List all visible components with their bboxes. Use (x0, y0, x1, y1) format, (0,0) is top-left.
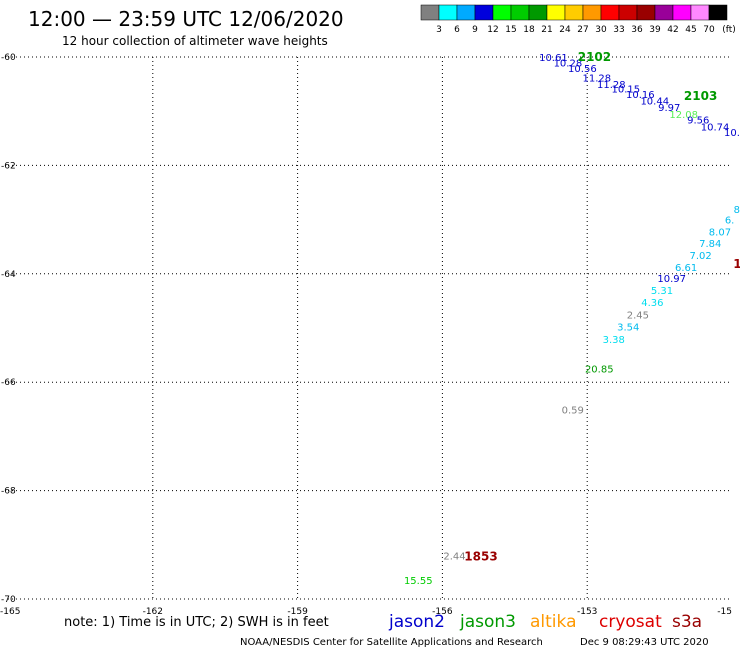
y-tick-label: -68 (1, 487, 16, 497)
footer-note: note: 1) Time is in UTC; 2) SWH is in fe… (64, 615, 329, 630)
swh-point-label: 11.28 (597, 80, 626, 91)
color-scale-label: 27 (577, 25, 588, 35)
swh-point-label: 6.61 (675, 263, 697, 274)
mission-legend-entry: altika (530, 612, 577, 632)
swh-point-label: 2.44 (443, 552, 465, 563)
y-tick-label: -70 (1, 595, 16, 605)
color-scale-label: 3 (436, 25, 442, 35)
x-tick-label: -162 (143, 607, 163, 617)
color-scale-swatch (510, 4, 530, 21)
color-scale-label: 42 (667, 25, 678, 35)
color-scale-swatch (600, 4, 620, 21)
color-scale-label: 18 (523, 25, 535, 35)
swh-point-label: 11.28 (583, 74, 612, 85)
color-scale-swatch (420, 4, 440, 21)
swh-point-label: 0.59 (562, 405, 584, 416)
swh-point-label: 7.84 (699, 239, 721, 250)
x-tick-label: -165 (0, 607, 20, 617)
y-tick-label: -66 (1, 378, 16, 388)
x-tick-labels: -165 -162 -159 -156 -153 -15 (0, 607, 732, 617)
swh-point-label: 8 (734, 205, 740, 216)
swh-point-label: 3.38 (603, 335, 625, 346)
color-scale-label: 30 (595, 25, 607, 35)
mission-legend-entry: cryosat (599, 612, 662, 632)
plot-area: -165 -162 -159 -156 -153 -15 -60-62-64-66-68-… (0, 50, 740, 617)
mission-legend: jason2 jason3 altika cryosat s3a (388, 612, 702, 632)
color-scale-swatch (690, 4, 710, 21)
color-scale-swatch (438, 4, 458, 21)
color-scale-swatch (636, 4, 656, 21)
color-scale-label: 39 (649, 25, 661, 35)
swh-point-label: 9.97 (658, 103, 680, 114)
pass-annotations: 2102 2103 18 1853 (464, 50, 740, 564)
x-tick-label: -156 (432, 607, 453, 617)
color-scale-label: 15 (505, 25, 516, 35)
footer-timestamp: Dec 9 08:29:43 UTC 2020 (580, 637, 709, 648)
color-scale-label: 70 (703, 25, 715, 35)
pass-time-label: 18 (733, 257, 740, 271)
color-scale-label: 12 (487, 25, 498, 35)
data-points: 10.6110.2810.5611.2811.2810.1510.1610.44… (404, 53, 740, 587)
pass-time-label: 2102 (578, 50, 611, 64)
swh-point-label: 10.56 (568, 64, 597, 75)
chart-title: 12:00 — 23:59 UTC 12/06/2020 (28, 7, 344, 31)
color-scale-swatch (492, 4, 512, 21)
color-scale-legend: 3 6 9 12 15 18 21 24 27 30 33 36 39 42 45 70 (ft) (420, 4, 736, 35)
color-scale-swatch (708, 4, 728, 21)
y-tick-label: -64 (1, 270, 16, 280)
swh-point-label: 2.45 (627, 310, 649, 321)
swh-point-label: 6. (725, 216, 735, 227)
color-scale-swatch (672, 4, 692, 21)
x-tick-label: -153 (577, 607, 597, 617)
swh-point-label: 5.31 (651, 286, 673, 297)
swh-point-label: 12.08 (669, 110, 698, 121)
color-scale-label: 9 (472, 25, 478, 35)
y-tick-labels: -60 -62 -64 -66 -68 -70 (1, 53, 16, 605)
mission-legend-entry: s3a (672, 612, 702, 632)
gridlines (8, 56, 732, 600)
color-scale-swatch (456, 4, 476, 21)
swh-point-label: 20.85 (585, 365, 614, 376)
color-scale-unit: (ft) (722, 25, 736, 35)
color-scale-swatch (564, 4, 584, 21)
color-scale-swatch (474, 4, 494, 21)
swh-point-label: 10.16 (626, 90, 655, 101)
x-tick-label: -159 (287, 607, 308, 617)
color-scale-label: 45 (685, 25, 696, 35)
color-scale-swatch (582, 4, 602, 21)
color-scale-swatch (528, 4, 548, 21)
color-scale-label: 24 (559, 25, 571, 35)
swh-point-label: 10.61 (539, 53, 568, 64)
color-scale-label: 36 (631, 25, 643, 35)
pass-time-label: 2103 (684, 89, 717, 103)
swh-point-label: 15.55 (404, 576, 433, 587)
swh-point-label: 10. (724, 128, 740, 139)
color-scale-swatch (618, 4, 638, 21)
swh-point-label: 8.07 (709, 228, 731, 239)
swh-point-label: 7.02 (689, 251, 711, 262)
color-scale-swatch (654, 4, 674, 21)
x-tick-label: -15 (717, 607, 732, 617)
pass-time-label: 1853 (464, 550, 497, 564)
swh-point-label: 3.54 (617, 322, 639, 333)
swh-point-label: 10.15 (611, 84, 640, 95)
mission-legend-entry: jason2 (388, 612, 445, 632)
color-scale-label: 6 (454, 25, 460, 35)
footer-credit: NOAA/NESDIS Center for Satellite Applica… (240, 637, 543, 648)
color-scale-swatch (546, 4, 566, 21)
color-scale-label: 33 (613, 25, 624, 35)
color-scale-label: 21 (541, 25, 552, 35)
mission-legend-entry: jason3 (459, 612, 516, 632)
y-tick-label: -60 (1, 53, 16, 63)
chart-subtitle: 12 hour collection of altimeter wave hei… (62, 34, 328, 48)
swh-point-label: 10.44 (640, 96, 669, 107)
swh-point-label: 10.74 (701, 122, 730, 133)
swh-point-label: 9.56 (687, 115, 709, 126)
swh-point-label: 10.97 (657, 274, 686, 285)
y-tick-label: -62 (1, 161, 16, 171)
swh-point-label: 10.28 (554, 58, 583, 69)
swh-point-label: 4.36 (641, 298, 663, 309)
